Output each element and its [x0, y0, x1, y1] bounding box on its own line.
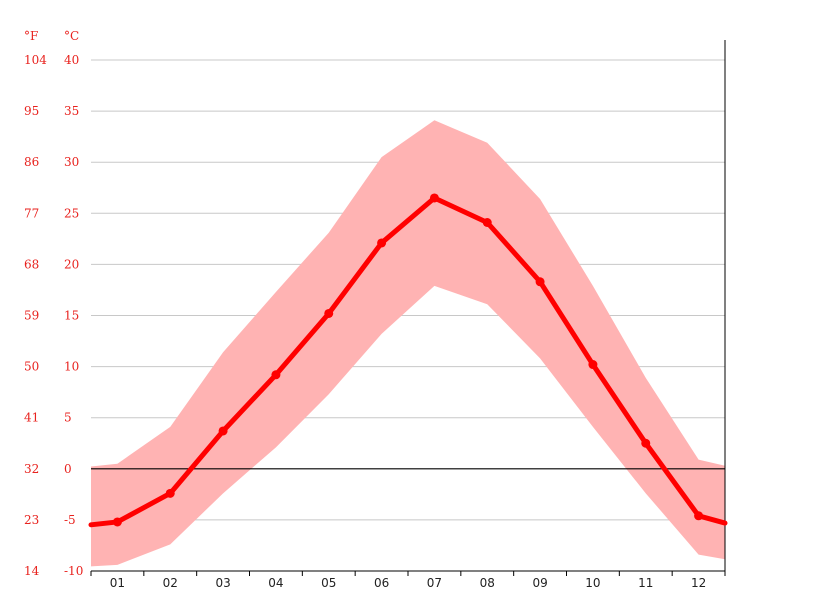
- y-tick-label-celsius: 0: [64, 462, 72, 476]
- y-tick-label-fahrenheit: 77: [24, 206, 39, 220]
- x-tick-label: 08: [480, 576, 495, 590]
- y-tick-label-celsius: 20: [64, 257, 79, 271]
- data-point: [165, 488, 175, 498]
- series-line: [88, 195, 728, 528]
- x-tick-label: 07: [427, 576, 442, 590]
- y-tick-label-fahrenheit: 86: [24, 155, 39, 169]
- x-tick-label: 06: [374, 576, 389, 590]
- y-tick-label-celsius: 30: [64, 155, 79, 169]
- data-point: [377, 238, 387, 248]
- y-tick-label-fahrenheit: 68: [24, 257, 39, 271]
- x-tick-label: 09: [532, 576, 547, 590]
- x-axis-ticks: [90, 571, 726, 576]
- series-points: [112, 193, 704, 527]
- data-point: [641, 438, 651, 448]
- temperature-range-band: [91, 120, 725, 567]
- x-tick-label: 04: [268, 576, 283, 590]
- x-tick-label: 02: [163, 576, 178, 590]
- y-tick-label-fahrenheit: 32: [24, 462, 39, 476]
- y-tick-label-fahrenheit: 104: [24, 53, 47, 67]
- y-tick-label-fahrenheit: 95: [24, 104, 39, 118]
- y-tick-label-fahrenheit: 59: [24, 309, 39, 323]
- y-axis-labels: 104 40 95 35 86 30 77 25 68 20 59 15 50 10 41 5 32 0 23 -5 1…: [24, 53, 83, 578]
- data-point: [218, 426, 228, 436]
- y-tick-label-celsius: 10: [64, 360, 79, 374]
- y-tick-label-celsius: 5: [64, 411, 72, 425]
- y-tick-label-celsius: -10: [64, 564, 83, 578]
- x-tick-label: 01: [110, 576, 125, 590]
- y-tick-label-celsius: 25: [64, 206, 79, 220]
- celsius-unit-label: °C: [64, 29, 79, 43]
- data-point: [535, 277, 545, 287]
- x-tick-label: 05: [321, 576, 336, 590]
- x-tick-label: 10: [585, 576, 600, 590]
- x-tick-label: 03: [215, 576, 230, 590]
- y-tick-label-fahrenheit: 50: [24, 360, 39, 374]
- y-tick-label-celsius: 40: [64, 53, 79, 67]
- x-tick-label: 11: [638, 576, 653, 590]
- data-point: [112, 517, 122, 527]
- y-tick-label-fahrenheit: 14: [24, 564, 40, 578]
- data-point: [482, 217, 492, 227]
- y-tick-label-celsius: 35: [64, 104, 79, 118]
- x-axis-labels: 01 02 03 04 05 06 07 08 09 10 11 12: [110, 576, 706, 590]
- data-point: [429, 193, 439, 203]
- x-tick-label: 12: [691, 576, 706, 590]
- data-point: [694, 511, 704, 521]
- data-point: [588, 360, 598, 370]
- y-tick-label-fahrenheit: 41: [24, 411, 39, 425]
- y-tick-label-celsius: 15: [64, 309, 79, 323]
- data-point: [324, 308, 334, 318]
- data-point: [271, 370, 281, 380]
- y-tick-label-fahrenheit: 23: [24, 513, 39, 527]
- y-tick-label-celsius: -5: [64, 513, 76, 527]
- fahrenheit-unit-label: °F: [24, 29, 38, 43]
